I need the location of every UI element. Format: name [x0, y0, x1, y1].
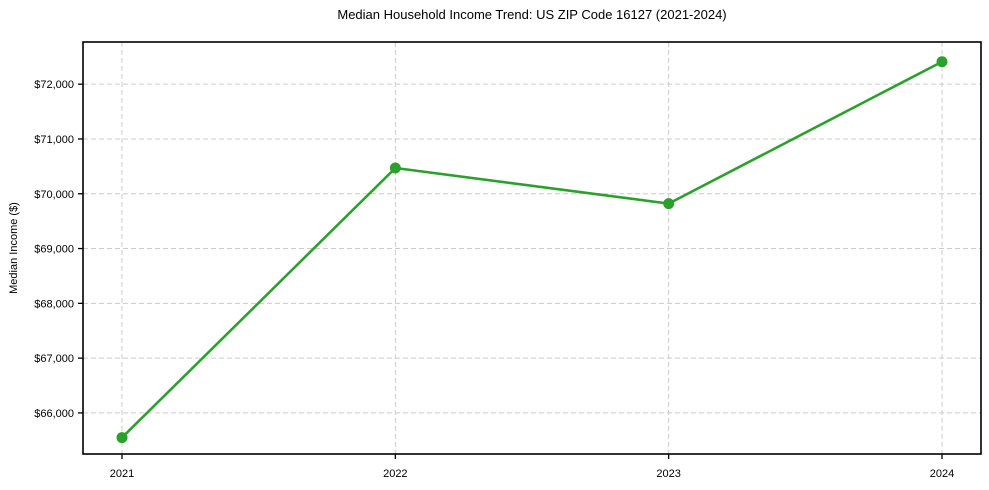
y-tick-label: $69,000 [34, 244, 74, 256]
y-tick-label: $71,000 [34, 134, 74, 146]
x-tick-label: 2024 [930, 468, 954, 480]
trend-line [120, 60, 944, 439]
plot-border [82, 41, 982, 455]
data-point-marker [663, 198, 675, 210]
data-point-marker [936, 56, 948, 68]
x-tick-label: 2021 [110, 468, 134, 480]
chart-title: Median Household Income Trend: US ZIP Co… [337, 7, 727, 22]
y-tick-label: $72,000 [34, 79, 74, 91]
y-tick-label: $70,000 [34, 189, 74, 201]
x-tick-label: 2022 [383, 468, 407, 480]
y-tick-label: $68,000 [34, 298, 74, 310]
data-point-marker [116, 432, 128, 444]
y-tick-label: $66,000 [34, 408, 74, 420]
data-point-marker [389, 162, 401, 174]
y-tick-label: $67,000 [34, 353, 74, 365]
x-tick-label: 2023 [656, 468, 680, 480]
